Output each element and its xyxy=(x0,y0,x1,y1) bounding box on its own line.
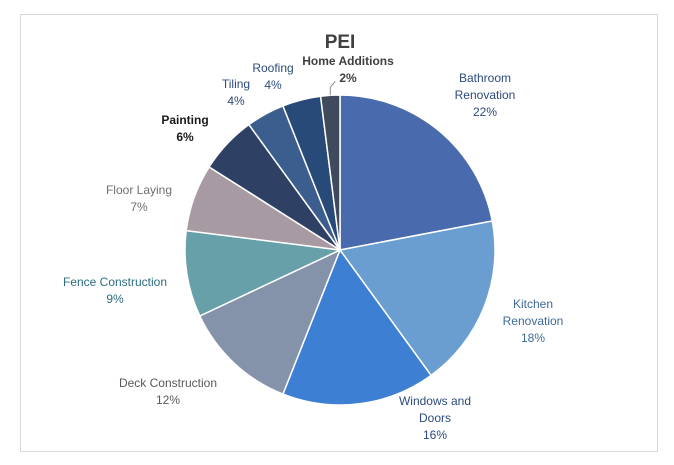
data-label-line: Home Additions xyxy=(302,54,394,68)
data-label-line: 22% xyxy=(473,105,497,119)
pie-slice-windows-and-doors xyxy=(281,248,433,406)
data-label-kitchen-renovation: Kitchen Renovation 18% xyxy=(503,297,564,345)
pie-slice-bathroom-renovation xyxy=(339,94,494,251)
data-label-line: Fence Construction xyxy=(63,275,167,289)
data-label-line: 12% xyxy=(156,393,180,407)
leader-lines xyxy=(329,80,336,96)
data-label-line: 7% xyxy=(130,200,148,214)
data-label-line: Deck Construction xyxy=(119,376,217,390)
data-label-line: 6% xyxy=(176,130,194,144)
data-label-painting: Painting 6% xyxy=(161,113,208,144)
data-label-line: 4% xyxy=(264,78,282,92)
data-label-line: Roofing xyxy=(252,61,293,75)
data-label-windows-and-doors: Windows and Doors 16% xyxy=(399,394,471,442)
data-label-line: Tiling xyxy=(222,77,250,91)
pie-slices xyxy=(184,94,496,406)
pie-slice-fence-construction xyxy=(184,229,343,317)
pie-slice-home-additions xyxy=(319,94,341,251)
data-label-line: 9% xyxy=(106,292,124,306)
slice-labels: Bathroom Renovation 22% Kitchen Renovation 18… xyxy=(63,54,563,442)
data-label-line: Painting xyxy=(161,113,208,127)
data-label-home-additions: Home Additions 2% xyxy=(302,54,394,85)
data-label-line: 18% xyxy=(521,331,545,345)
data-label-bathroom-renovation: Bathroom Renovation 22% xyxy=(455,71,516,119)
data-label-line: Floor Laying xyxy=(106,183,172,197)
data-label-floor-laying: Floor Laying 7% xyxy=(106,183,172,214)
data-label-line: 4% xyxy=(227,94,245,108)
data-label-roofing: Roofing 4% xyxy=(252,61,293,92)
data-label-line: Renovation xyxy=(455,88,516,102)
data-label-line: Kitchen xyxy=(513,297,553,311)
data-label-line: Windows and xyxy=(399,394,471,408)
chart-title: PEI xyxy=(325,32,356,53)
data-label-tiling: Tiling 4% xyxy=(222,77,250,108)
pie-slice-kitchen-renovation xyxy=(338,220,496,377)
data-label-line: 16% xyxy=(423,428,447,442)
data-label-fence-construction: Fence Construction 9% xyxy=(63,275,167,306)
data-label-line: 2% xyxy=(339,71,357,85)
pie-slice-deck-construction xyxy=(198,248,342,396)
data-label-line: Renovation xyxy=(503,314,564,328)
data-label-line: Doors xyxy=(419,411,451,425)
data-label-deck-construction: Deck Construction 12% xyxy=(119,376,217,407)
data-label-line: Bathroom xyxy=(459,71,511,85)
leader-line-home-additions xyxy=(329,80,336,96)
